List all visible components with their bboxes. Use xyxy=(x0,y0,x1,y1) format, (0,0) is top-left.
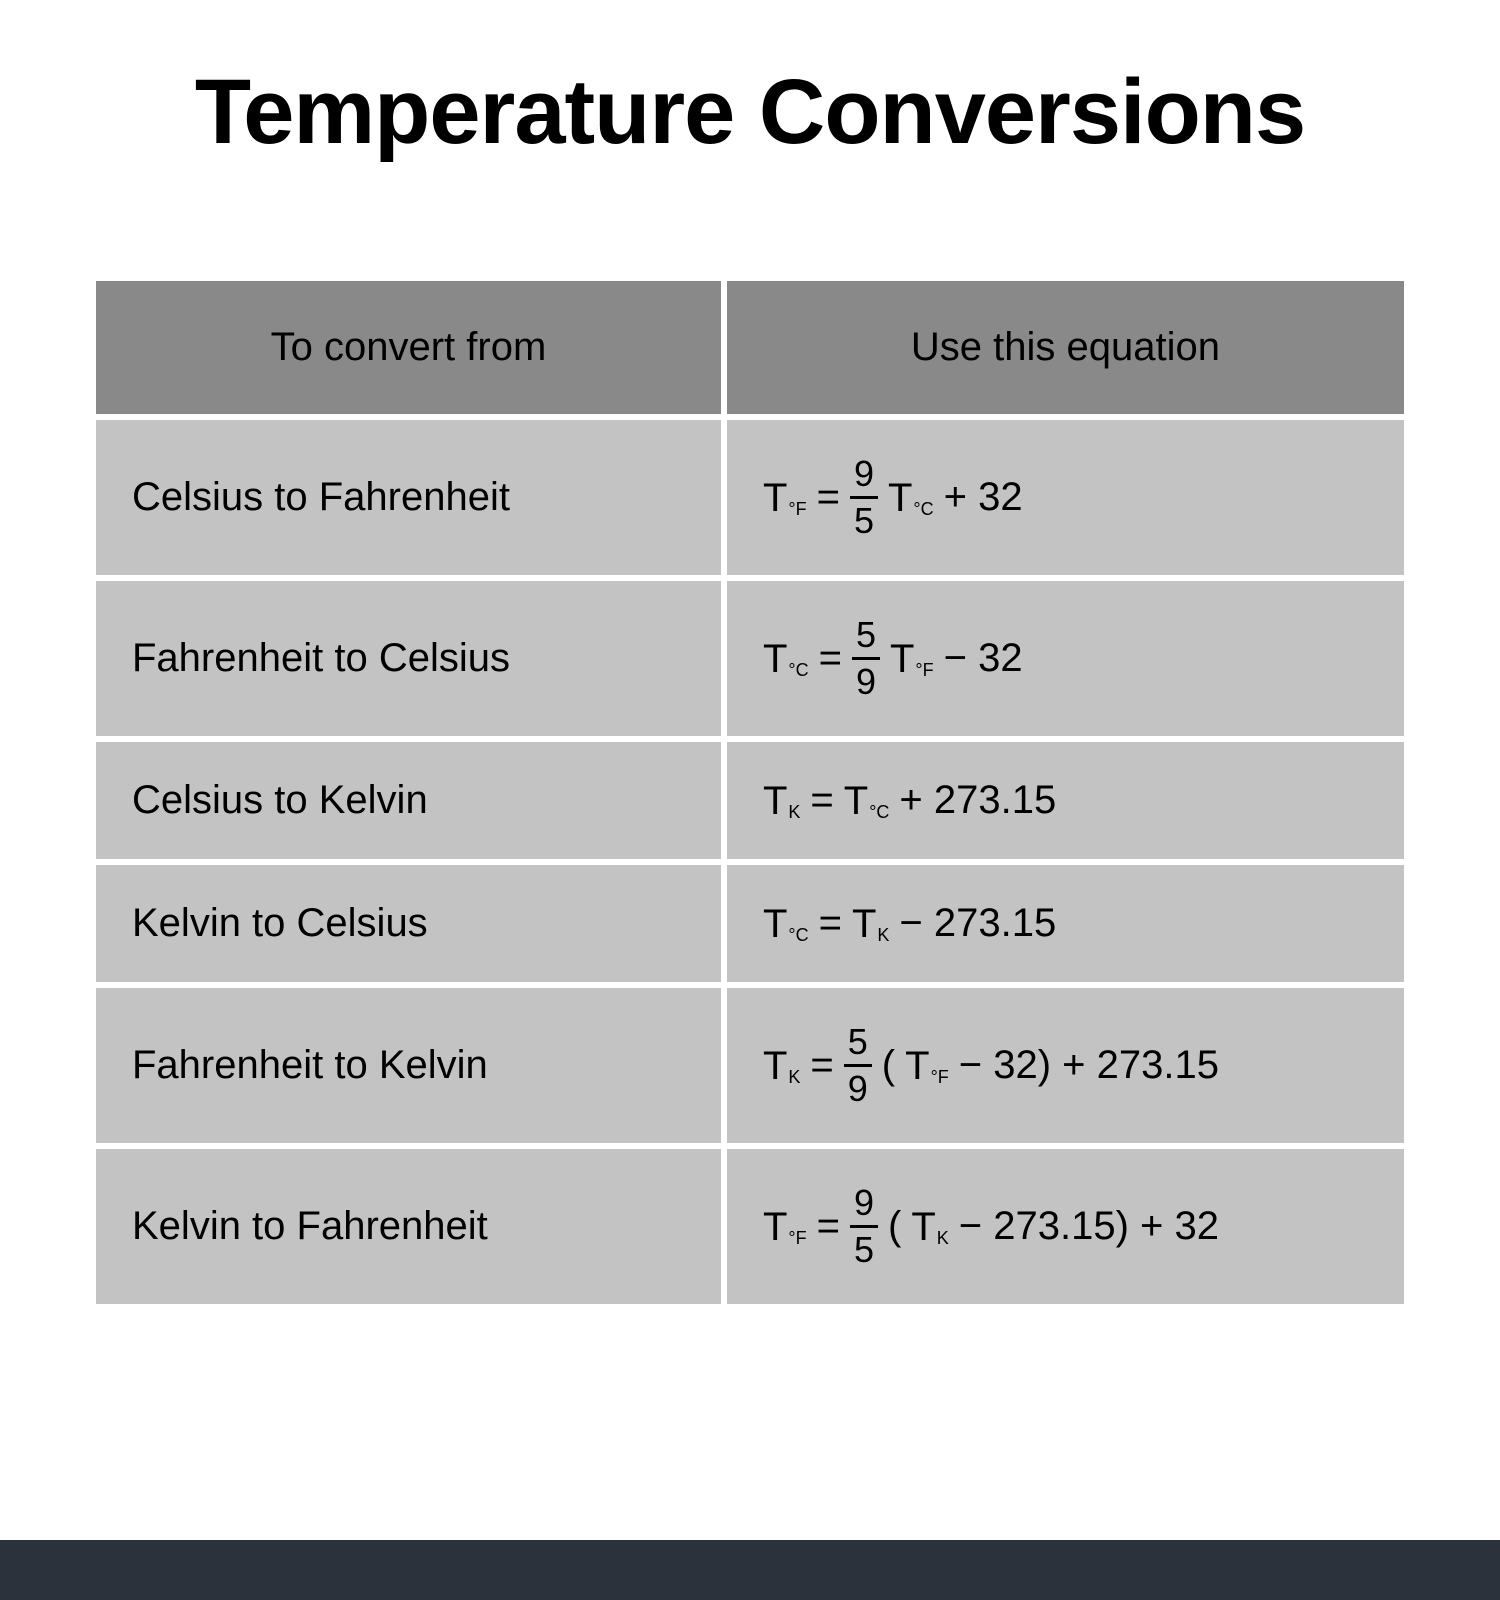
equation-text: = xyxy=(819,636,842,681)
table-row: Fahrenheit to Kelvin TK =59(T°F − 32) + 2… xyxy=(96,988,1404,1143)
equation-text: − 273.15 xyxy=(899,901,1056,946)
fraction: 59 xyxy=(852,617,880,700)
table-row: Celsius to Kelvin TK = T°C + 273.15 xyxy=(96,742,1404,859)
cell-from: Celsius to Kelvin xyxy=(96,742,721,859)
cell-from: Fahrenheit to Celsius xyxy=(96,581,721,736)
equation: T°F=95T°C+ 32 xyxy=(763,456,1368,539)
equation-text: = xyxy=(810,1043,833,1088)
equation-text: = xyxy=(817,1204,840,1249)
conversion-table: To convert from Use this equation Celsiu… xyxy=(90,275,1410,1310)
cell-from: Fahrenheit to Kelvin xyxy=(96,988,721,1143)
cell-equation: TK =59(T°F − 32) + 273.15 xyxy=(727,988,1404,1143)
equation-text: = xyxy=(817,475,840,520)
equation-text: + 32 xyxy=(944,475,1023,520)
equation: TK = T°C + 273.15 xyxy=(763,778,1368,823)
cell-from: Kelvin to Celsius xyxy=(96,865,721,982)
equation-text: ( xyxy=(888,1204,901,1249)
equation: TK =59(T°F − 32) + 273.15 xyxy=(763,1024,1368,1107)
equation-text: ( xyxy=(882,1043,895,1088)
equation: T°C=59T°F − 32 xyxy=(763,617,1368,700)
temperature-variable: T°F xyxy=(905,1046,949,1086)
fraction: 95 xyxy=(850,456,878,539)
temperature-variable: T°F xyxy=(890,639,934,679)
table-row: Kelvin to Celsius T°C = TK − 273.15 xyxy=(96,865,1404,982)
footer-bar xyxy=(0,1540,1500,1600)
equation-text: + 273.15 xyxy=(899,778,1056,823)
cell-from: Kelvin to Fahrenheit xyxy=(96,1149,721,1304)
fraction: 59 xyxy=(844,1024,872,1107)
table-body: Celsius to FahrenheitT°F=95T°C+ 32Fahren… xyxy=(96,420,1404,1304)
temperature-variable: TK xyxy=(763,781,800,821)
equation: T°F =95(TK − 273.15) + 32 xyxy=(763,1185,1368,1268)
temperature-variable: TK xyxy=(911,1207,948,1247)
temperature-variable: T°C xyxy=(763,639,809,679)
equation-text: = xyxy=(810,778,833,823)
col-header-equation: Use this equation xyxy=(727,281,1404,414)
equation-text: − 32) + 273.15 xyxy=(959,1043,1219,1088)
equation-text: − 273.15) + 32 xyxy=(959,1204,1219,1249)
table-row: Kelvin to Fahrenheit T°F =95(TK − 273.15)… xyxy=(96,1149,1404,1304)
temperature-variable: TK xyxy=(763,1046,800,1086)
cell-equation: T°F =95(TK − 273.15) + 32 xyxy=(727,1149,1404,1304)
temperature-variable: TK xyxy=(852,904,889,944)
temperature-variable: T°F xyxy=(763,478,807,518)
cell-equation: T°C=59T°F − 32 xyxy=(727,581,1404,736)
page: Temperature Conversions To convert from … xyxy=(0,0,1500,1600)
temperature-variable: T°F xyxy=(763,1207,807,1247)
fraction: 95 xyxy=(850,1185,878,1268)
equation-text: − 32 xyxy=(944,636,1023,681)
col-header-from: To convert from xyxy=(96,281,721,414)
cell-equation: TK = T°C + 273.15 xyxy=(727,742,1404,859)
cell-equation: T°C = TK − 273.15 xyxy=(727,865,1404,982)
equation: T°C = TK − 273.15 xyxy=(763,901,1368,946)
temperature-variable: T°C xyxy=(763,904,809,944)
page-title: Temperature Conversions xyxy=(90,60,1410,165)
table-row: Celsius to Fahrenheit T°F=95T°C+ 32 xyxy=(96,420,1404,575)
equation-text: = xyxy=(819,901,842,946)
cell-equation: T°F=95T°C+ 32 xyxy=(727,420,1404,575)
table-header-row: To convert from Use this equation xyxy=(96,281,1404,414)
temperature-variable: T°C xyxy=(844,781,890,821)
cell-from: Celsius to Fahrenheit xyxy=(96,420,721,575)
temperature-variable: T°C xyxy=(888,478,934,518)
table-row: Fahrenheit to Celsius T°C=59T°F − 32 xyxy=(96,581,1404,736)
